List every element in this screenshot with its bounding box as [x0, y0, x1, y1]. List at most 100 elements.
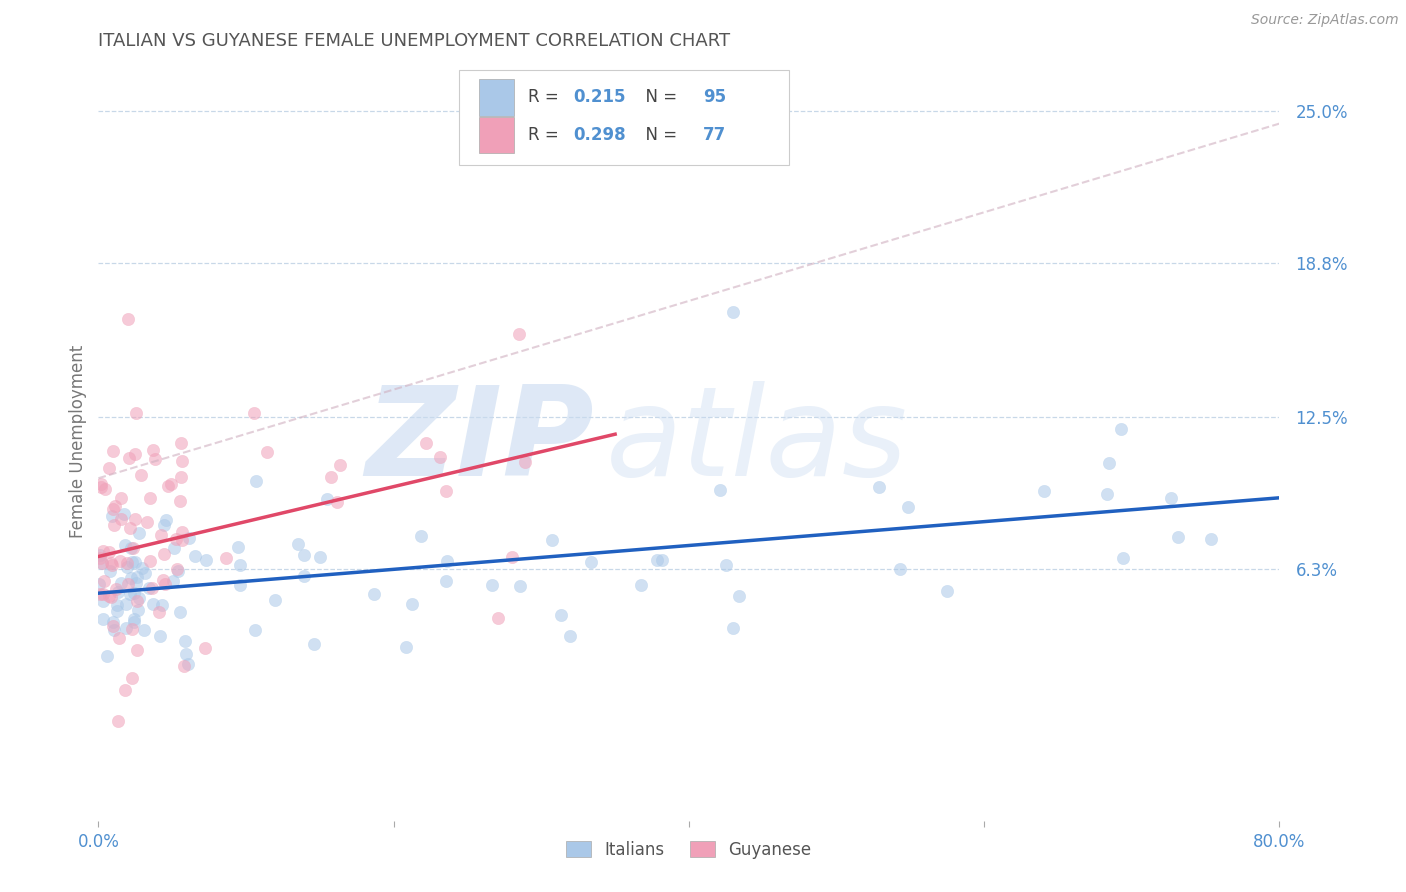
- Point: [91, 557, 114, 571]
- Point: [125, 570, 148, 584]
- Point: [107, 603, 129, 617]
- Point: [292, 569, 315, 583]
- Point: [110, 576, 132, 591]
- Point: [501, 550, 523, 565]
- Text: 0.298: 0.298: [574, 127, 626, 145]
- Point: [173, 633, 195, 648]
- Point: [89, 548, 111, 562]
- Point: [174, 647, 197, 661]
- Point: [97, 589, 120, 603]
- Point: [97, 461, 120, 475]
- Point: [114, 621, 136, 635]
- Point: [319, 470, 342, 484]
- Point: [160, 476, 183, 491]
- Point: [429, 450, 451, 464]
- Point: [124, 512, 146, 526]
- Point: [935, 583, 957, 598]
- Point: [401, 597, 423, 611]
- Point: [125, 406, 148, 420]
- Point: [101, 615, 124, 629]
- Point: [117, 576, 139, 591]
- Point: [134, 566, 156, 580]
- Text: N =: N =: [634, 88, 682, 106]
- Point: [124, 555, 146, 569]
- Point: [716, 558, 738, 573]
- Point: [709, 483, 731, 497]
- Point: [329, 458, 352, 472]
- FancyBboxPatch shape: [478, 79, 515, 116]
- Point: [96, 648, 118, 663]
- Point: [138, 581, 160, 595]
- Point: [194, 640, 217, 655]
- Point: [136, 516, 159, 530]
- Point: [122, 612, 145, 626]
- Point: [149, 629, 172, 643]
- Point: [229, 578, 252, 592]
- Point: [104, 582, 127, 597]
- Point: [118, 450, 141, 465]
- Point: [326, 495, 349, 509]
- Point: [1095, 486, 1118, 500]
- Point: [415, 435, 437, 450]
- Point: [630, 578, 652, 592]
- Point: [315, 492, 337, 507]
- Point: [107, 714, 129, 728]
- Point: [129, 468, 152, 483]
- Point: [889, 562, 911, 576]
- Point: [292, 548, 315, 562]
- Text: ZIP: ZIP: [366, 381, 595, 502]
- Point: [170, 470, 193, 484]
- Point: [1201, 532, 1223, 546]
- Point: [436, 554, 458, 568]
- Point: [169, 605, 191, 619]
- Point: [287, 536, 309, 550]
- Point: [177, 657, 200, 672]
- Point: [179, 531, 201, 545]
- Point: [721, 621, 744, 635]
- Point: [170, 533, 193, 548]
- Point: [91, 544, 114, 558]
- Point: [229, 558, 252, 572]
- Legend: Italians, Guyanese: Italians, Guyanese: [560, 834, 818, 865]
- Point: [434, 483, 457, 498]
- Point: [156, 479, 179, 493]
- Text: R =: R =: [529, 88, 564, 106]
- Point: [121, 623, 143, 637]
- Point: [114, 682, 136, 697]
- Point: [167, 564, 190, 578]
- Text: atlas: atlas: [606, 381, 908, 502]
- Point: [170, 525, 193, 540]
- Y-axis label: Female Unemployment: Female Unemployment: [69, 345, 87, 538]
- Point: [550, 607, 572, 622]
- Point: [215, 550, 238, 565]
- Point: [243, 405, 266, 419]
- Point: [647, 553, 669, 567]
- Point: [165, 532, 187, 546]
- Point: [118, 587, 141, 601]
- Point: [172, 454, 194, 468]
- Point: [122, 615, 145, 629]
- Point: [105, 598, 128, 612]
- Point: [434, 574, 457, 588]
- Point: [120, 571, 142, 585]
- Point: [481, 578, 503, 592]
- Point: [141, 581, 163, 595]
- Point: [728, 589, 751, 603]
- Point: [1109, 422, 1132, 436]
- Point: [395, 640, 418, 655]
- Point: [142, 442, 165, 457]
- Point: [89, 587, 111, 601]
- Point: [723, 305, 745, 319]
- Text: 0.215: 0.215: [574, 88, 626, 106]
- Point: [152, 573, 174, 587]
- Point: [110, 491, 132, 506]
- FancyBboxPatch shape: [458, 70, 789, 165]
- Point: [1032, 484, 1054, 499]
- Point: [89, 550, 111, 565]
- Point: [124, 447, 146, 461]
- Text: Source: ZipAtlas.com: Source: ZipAtlas.com: [1251, 13, 1399, 28]
- Point: [103, 623, 125, 637]
- Point: [183, 549, 205, 563]
- Point: [104, 499, 127, 513]
- Point: [243, 623, 266, 637]
